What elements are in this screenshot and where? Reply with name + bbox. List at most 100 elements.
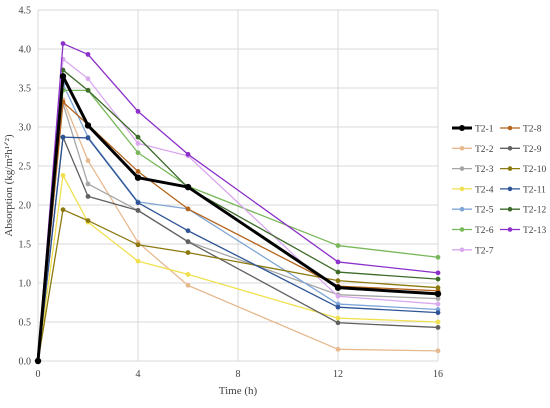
legend-marker	[459, 125, 465, 131]
legend-item: T2-13	[500, 226, 546, 236]
legend-item: T2-12	[500, 206, 546, 216]
data-point	[85, 158, 91, 163]
legend-marker	[459, 146, 465, 151]
y-tick-label: 3.5	[19, 84, 32, 95]
x-axis-title: Time (h)	[219, 385, 258, 397]
data-point	[185, 272, 191, 277]
legend-label: T2-3	[475, 165, 494, 175]
legend-item: T2-7	[452, 246, 494, 256]
data-point	[135, 208, 141, 213]
data-point	[60, 207, 66, 213]
legend-label: T2-2	[475, 145, 494, 155]
data-point	[435, 276, 441, 282]
legend-item: T2-8	[500, 125, 542, 135]
legend-marker	[507, 166, 513, 171]
legend-item: T2-1	[452, 125, 494, 135]
legend: T2-1 T2-2 T2-3 T2-4 T2-5 T2-6 T2-7 T2-8 T2-9 T2-1…	[452, 125, 546, 256]
legend-marker	[459, 166, 465, 171]
legend-marker	[459, 227, 465, 232]
legend-marker	[507, 206, 513, 212]
y-tick-label: 3.0	[19, 123, 32, 134]
data-point	[335, 304, 341, 310]
data-point	[184, 183, 192, 191]
data-point	[135, 140, 141, 146]
y-tick-label: 2.0	[19, 201, 32, 212]
data-point	[85, 194, 91, 199]
data-point	[335, 315, 341, 321]
legend-marker	[507, 186, 513, 192]
legend-label: T2-11	[523, 185, 546, 195]
data-point	[335, 320, 341, 326]
legend-label: T2-8	[523, 125, 542, 135]
legend-label: T2-7	[475, 246, 494, 256]
data-point	[435, 310, 441, 316]
y-tick-label: 1.0	[19, 279, 32, 290]
y-tick-label: 0.5	[19, 318, 32, 329]
data-point	[135, 109, 141, 114]
axes: 0.0 0.5 1.0 1.5 2.0 2.5 3.0 3.5 4.0 4.5 0 4 8 12 16	[19, 6, 444, 381]
series-t2-10	[35, 207, 441, 364]
legend-item: T2-6	[452, 226, 494, 236]
legend-marker	[507, 146, 513, 151]
y-axis-title: Absorption (kg/m²h¹ᐟ²)	[3, 134, 15, 237]
data-point	[85, 52, 91, 57]
legend-label: T2-12	[523, 206, 546, 216]
legend-item: T2-2	[452, 145, 494, 155]
x-tick-label: 16	[433, 369, 443, 380]
data-point	[335, 259, 341, 265]
data-point	[135, 150, 141, 156]
data-point	[435, 296, 441, 301]
data-point	[434, 290, 442, 298]
data-point	[60, 172, 66, 178]
data-point	[85, 181, 91, 187]
legend-label: T2-4	[475, 185, 494, 195]
data-point	[84, 122, 92, 129]
y-tick-label: 4.0	[19, 45, 32, 56]
data-point	[185, 228, 191, 234]
series-t2-13	[35, 41, 441, 364]
data-point	[435, 285, 441, 291]
legend-marker	[459, 186, 465, 192]
series-t2-7	[35, 56, 441, 364]
x-tick-label: 12	[333, 369, 343, 380]
legend-label: T2-5	[475, 206, 494, 216]
y-tick-label: 1.5	[19, 240, 32, 251]
y-tick-label: 2.5	[19, 162, 32, 173]
y-tick-label: 4.5	[19, 6, 32, 17]
series-t2-1	[34, 73, 442, 365]
data-point	[185, 250, 191, 255]
data-point	[335, 243, 341, 248]
data-point	[59, 73, 67, 80]
data-point	[135, 134, 141, 140]
data-point	[185, 206, 191, 212]
data-point	[435, 270, 441, 276]
legend-item: T2-5	[452, 206, 494, 216]
legend-label: T2-1	[475, 125, 494, 135]
data-point	[435, 319, 441, 325]
legend-label: T2-10	[523, 165, 546, 175]
legend-marker	[459, 247, 465, 253]
data-point	[185, 239, 191, 245]
data-point	[335, 346, 341, 352]
x-tick-label: 0	[36, 369, 41, 380]
data-point	[85, 76, 91, 82]
data-point	[335, 278, 341, 284]
data-point	[435, 254, 441, 260]
data-point	[85, 218, 91, 224]
data-point	[335, 269, 341, 275]
data-point	[334, 284, 342, 291]
legend-marker	[459, 206, 465, 212]
legend-marker	[507, 227, 513, 232]
series-lines	[34, 41, 442, 365]
legend-item: T2-11	[500, 185, 546, 195]
legend-item: T2-3	[452, 165, 494, 175]
data-point	[60, 67, 66, 73]
legend-item: T2-10	[500, 165, 546, 175]
data-point	[135, 258, 141, 264]
data-point	[85, 135, 91, 141]
data-point	[34, 357, 42, 365]
data-point	[135, 169, 141, 174]
x-tick-label: 8	[236, 369, 241, 380]
data-point	[185, 151, 191, 157]
